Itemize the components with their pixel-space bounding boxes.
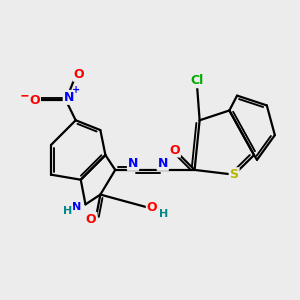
Text: −: −	[19, 88, 31, 102]
Text: O: O	[86, 213, 97, 226]
Text: N: N	[128, 157, 138, 170]
Text: H: H	[159, 209, 169, 219]
Text: O: O	[147, 202, 158, 214]
Text: Cl: Cl	[190, 74, 203, 87]
Text: O: O	[169, 143, 180, 157]
Text: S: S	[230, 168, 238, 181]
Text: +: +	[72, 85, 80, 95]
Text: O: O	[74, 68, 84, 81]
Text: N: N	[64, 91, 74, 104]
Text: H: H	[63, 206, 72, 216]
Text: N: N	[72, 202, 81, 212]
Text: N: N	[158, 157, 168, 170]
Text: O: O	[29, 94, 40, 107]
